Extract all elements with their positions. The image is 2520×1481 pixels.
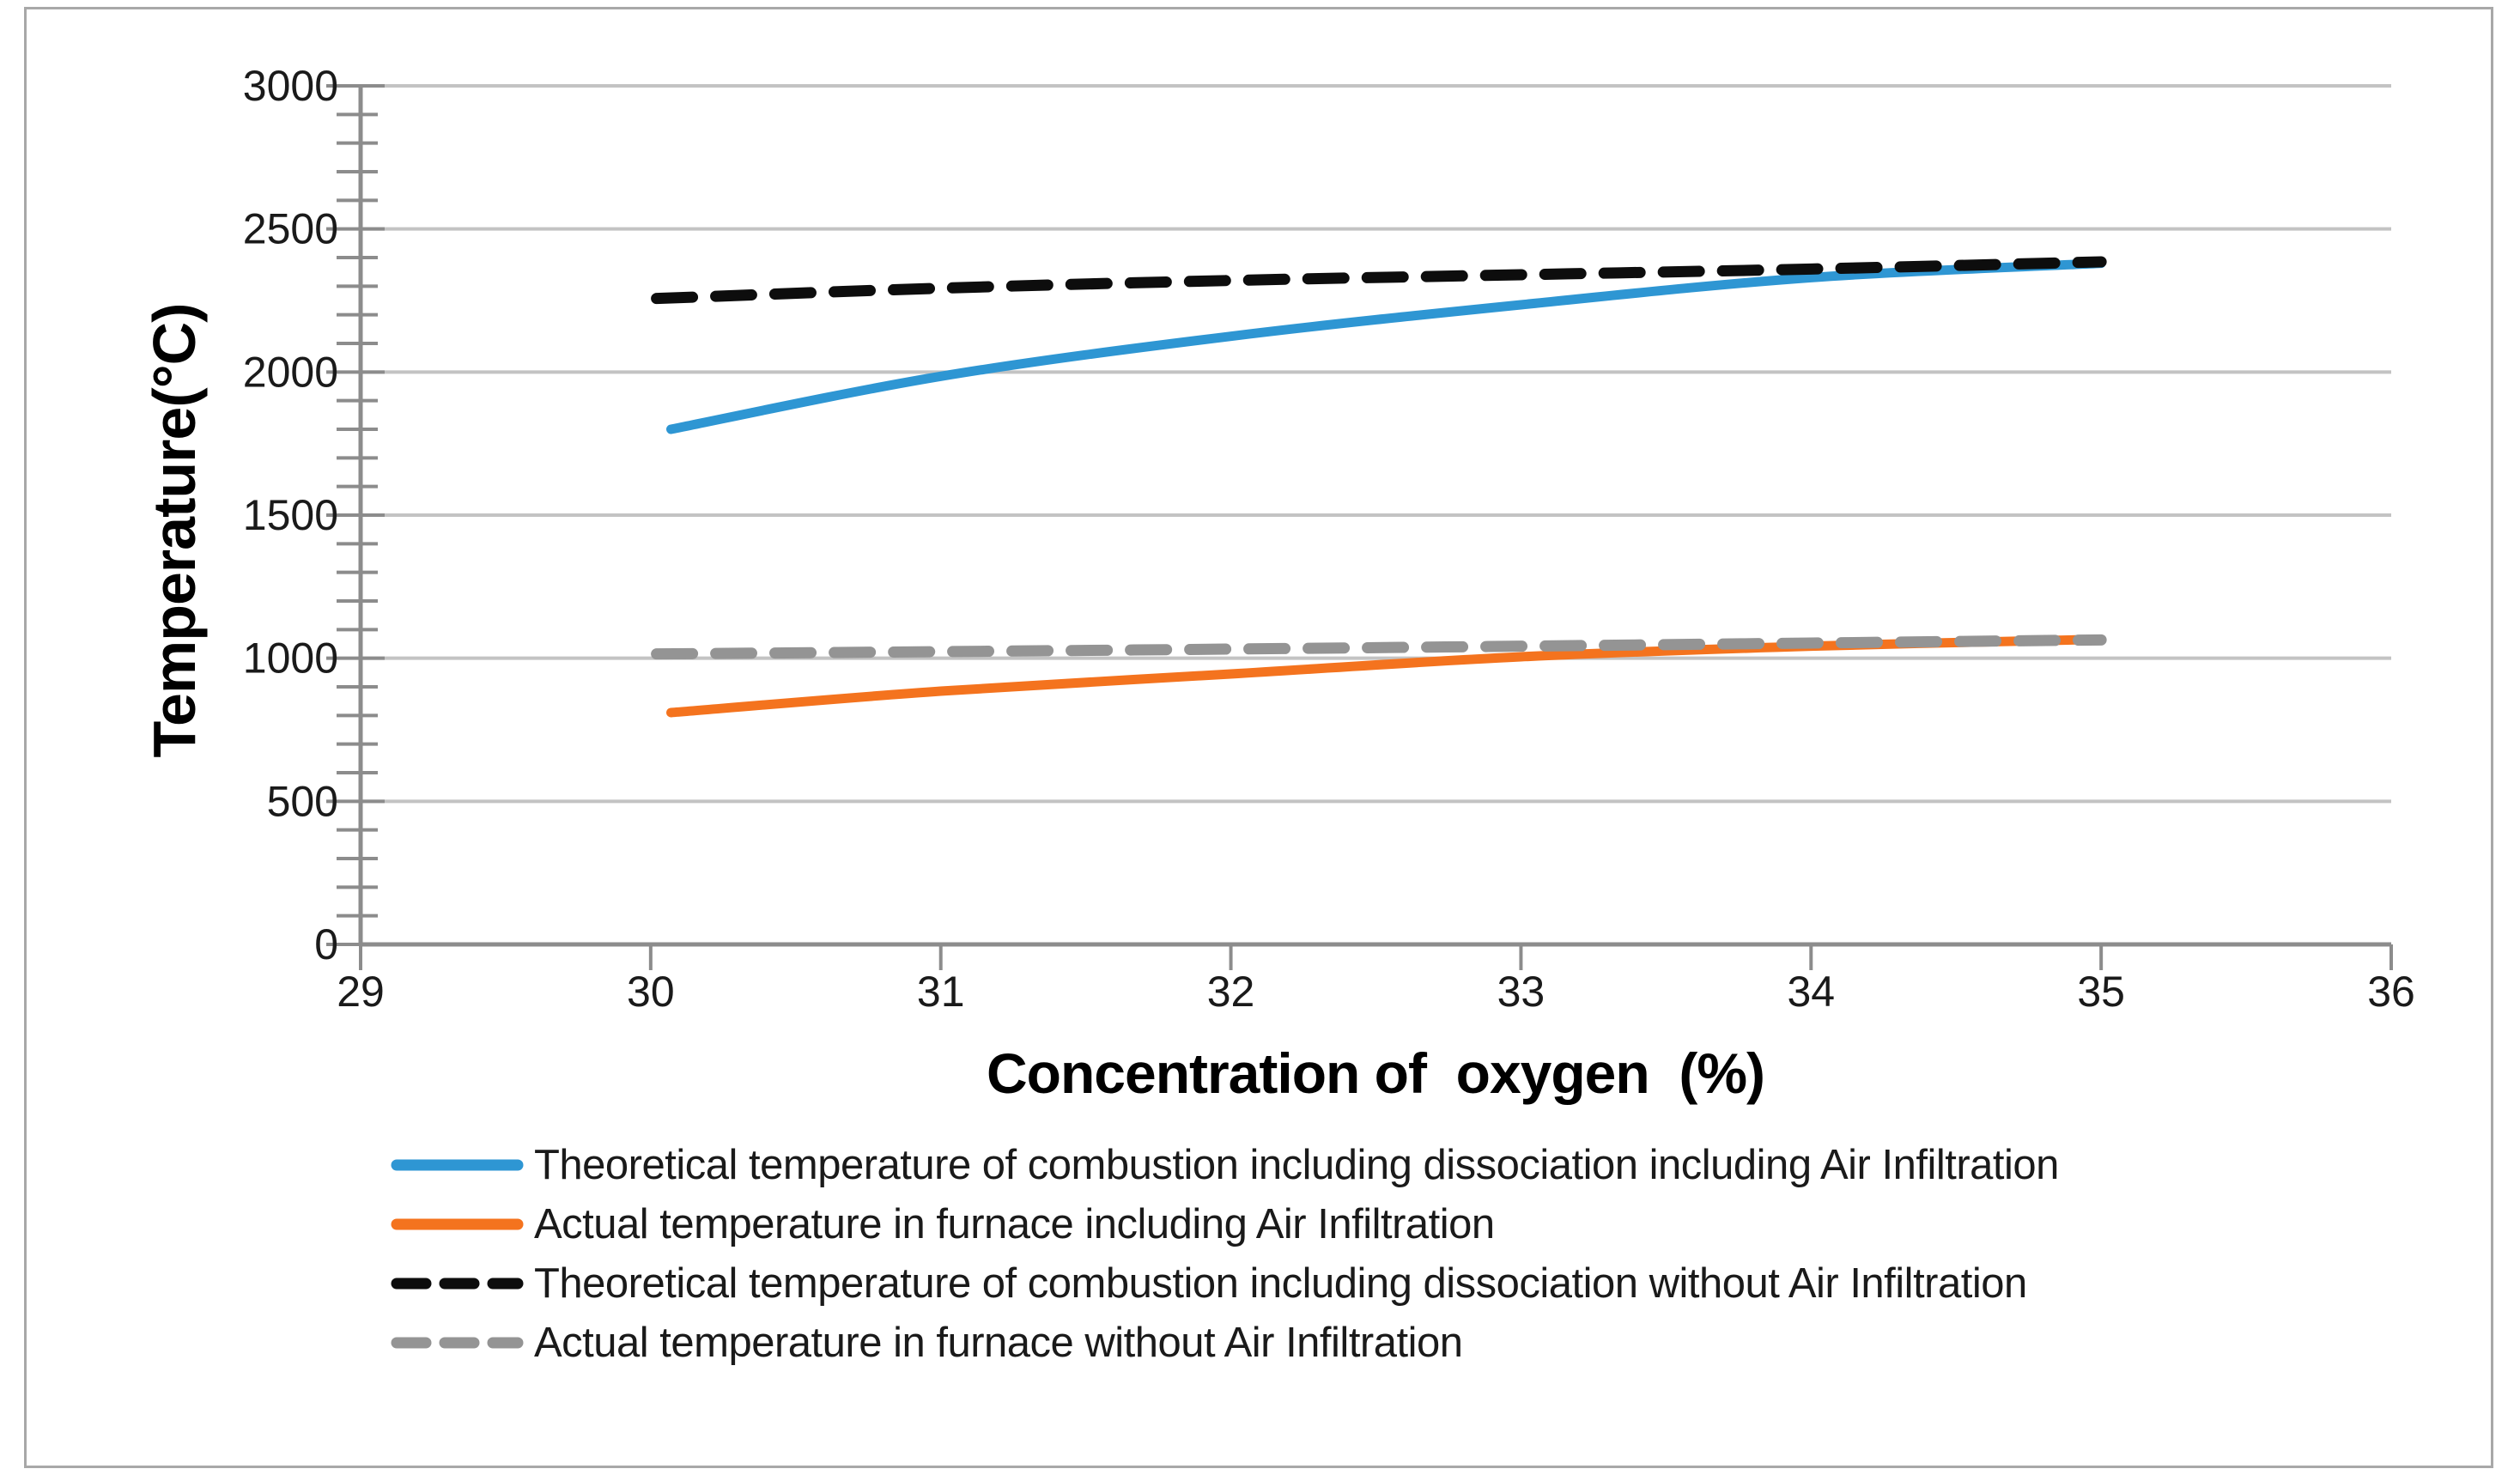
series-line-1: [666, 258, 2106, 434]
x-axis-title: Concentration of oxygen (%): [986, 1041, 1765, 1105]
legend-swatch-solid-line: [391, 1159, 524, 1170]
legend-label: Theoretical temperature of combustion in…: [534, 1141, 2059, 1188]
series-line-3: [651, 256, 2107, 305]
legend-swatch-dashed-line: [391, 1337, 524, 1348]
legend-swatch-solid-line: [391, 1218, 524, 1229]
legend-swatch-dashed-line: [391, 1278, 524, 1289]
y-tick-label: 500: [267, 777, 338, 825]
series-line-4: [651, 634, 2107, 660]
legend-label: Actual temperature in furnace including …: [534, 1200, 1495, 1247]
x-tick-label: 34: [1787, 968, 1835, 1016]
legend-item: Actual temperature in furnace without Ai…: [391, 1313, 2059, 1372]
legend-item: Theoretical temperature of combustion in…: [391, 1253, 2059, 1313]
x-tick-label: 33: [1497, 968, 1545, 1016]
legend: Theoretical temperature of combustion in…: [391, 1135, 2059, 1372]
x-tick-label: 29: [337, 968, 385, 1016]
y-tick-label: 1000: [243, 634, 338, 683]
legend-label: Actual temperature in furnace without Ai…: [534, 1319, 1463, 1366]
y-axis-title: Temperature(°C): [141, 303, 208, 758]
x-tick-label: 31: [917, 968, 965, 1016]
y-tick-label: 2500: [243, 205, 338, 253]
legend-item: Actual temperature in furnace including …: [391, 1194, 2059, 1253]
y-tick-label: 0: [314, 920, 338, 968]
y-tick-label: 2000: [243, 348, 338, 396]
legend-label: Theoretical temperature of combustion in…: [534, 1259, 2027, 1307]
legend-item: Theoretical temperature of combustion in…: [391, 1135, 2059, 1194]
x-tick-label: 30: [627, 968, 675, 1016]
y-tick-label: 3000: [243, 62, 338, 110]
x-tick-label: 32: [1207, 968, 1255, 1016]
x-tick-label: 36: [2367, 968, 2415, 1016]
x-tick-label: 35: [2077, 968, 2125, 1016]
y-tick-label: 1500: [243, 491, 338, 539]
